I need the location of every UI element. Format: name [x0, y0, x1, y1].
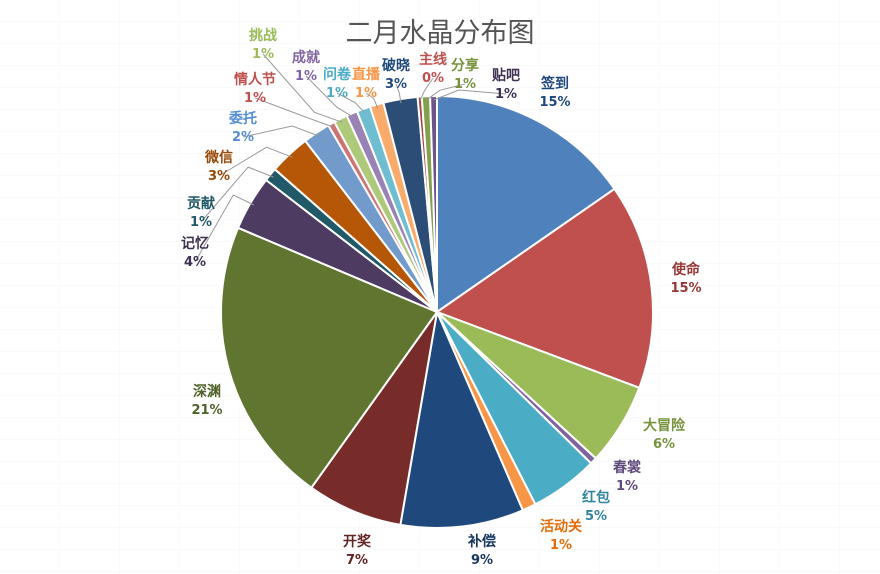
pie-slice [399, 308, 525, 529]
slice-label-percent: 1% [355, 86, 377, 101]
slice-label-name: 主线 [419, 51, 447, 68]
slice-label-name: 贴吧 [492, 67, 520, 84]
slice-label-name: 使命 [671, 261, 701, 278]
slice-label-name: 直播 [352, 66, 381, 83]
slice-label-percent: 1% [295, 69, 317, 84]
leader-line [336, 92, 366, 114]
slice-label-percent: 1% [190, 215, 212, 230]
leader-line [425, 83, 466, 101]
leader-line [200, 166, 274, 223]
leader-line [254, 97, 334, 128]
slice-label-name: 问卷 [323, 66, 352, 83]
leader-line [262, 53, 343, 123]
slice-label-percent: 0% [422, 71, 444, 86]
slice-label-percent: 9% [471, 553, 493, 568]
slice-label-percent: 1% [326, 86, 348, 101]
slice-label-percent: 1% [244, 91, 266, 106]
slice-label-percent: 1% [454, 77, 476, 92]
slice-label-name: 成就 [292, 49, 320, 66]
slice-label-percent: 1% [495, 87, 517, 102]
slice-label-name: 贡献 [187, 195, 215, 212]
slice-label-percent: 6% [653, 437, 675, 452]
leader-line [433, 89, 507, 101]
slice-label-percent: 3% [208, 169, 230, 184]
slice-label-percent: 1% [550, 538, 572, 553]
chart-title: 二月水晶分布图 [346, 18, 535, 49]
pie-slice [434, 187, 654, 390]
slice-label-percent: 1% [252, 47, 274, 62]
slice-label-name: 情人节 [234, 71, 276, 88]
leader-lines [194, 53, 507, 263]
slice-label-percent: 2% [232, 130, 254, 145]
slice-label-percent: 3% [385, 77, 407, 92]
leader-line [242, 125, 319, 138]
slice-label-name: 大冒险 [643, 417, 686, 434]
slice-label-name: 红包 [582, 489, 610, 506]
leader-line [218, 146, 293, 177]
slice-label-name: 开奖 [343, 533, 372, 550]
slice-label-name: 委托 [228, 110, 257, 127]
slice-label-percent: 15% [539, 95, 570, 110]
slice-label-name: 签到 [540, 75, 569, 92]
slice-label-name: 挑战 [249, 27, 277, 44]
leader-line [305, 75, 354, 118]
slice-label-name: 补偿 [467, 533, 496, 550]
slice-label-percent: 21% [191, 403, 222, 418]
slice-label-percent: 15% [670, 281, 701, 296]
slice-label-name: 春裳 [612, 459, 642, 476]
slice-label-name: 分享 [451, 57, 479, 74]
slice-label-name: 记忆 [181, 235, 209, 252]
data-labels: 签到 15% 使命 15% 大冒险 6% 春裳 1% 红包 5%活动关 1% 补偿 9% 开奖 7% 深渊 21… [181, 27, 702, 568]
pie-slice [436, 94, 616, 314]
leader-line [365, 92, 379, 109]
pie-slice [220, 226, 439, 490]
leader-line [419, 77, 434, 101]
slice-label-percent: 5% [585, 509, 607, 524]
slice-label-percent: 1% [616, 479, 638, 494]
slice-label-percent: 4% [184, 255, 206, 270]
slice-label-name: 微信 [204, 149, 233, 166]
slice-label-name: 深渊 [193, 383, 221, 400]
slice-label-percent: 7% [346, 553, 368, 568]
leader-line [194, 194, 255, 263]
pie-slices [220, 94, 654, 529]
slice-label-name: 破晓 [382, 57, 410, 74]
pie-slice [429, 94, 438, 313]
leader-line [395, 83, 402, 104]
slice-label-name: 活动关 [540, 518, 582, 535]
